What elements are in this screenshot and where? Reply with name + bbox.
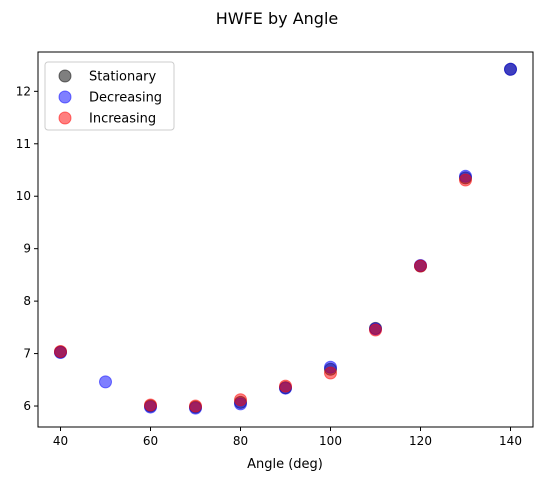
series-increasing xyxy=(54,173,472,413)
data-points xyxy=(54,62,517,415)
legend: Stationary Decreasing Increasing xyxy=(44,61,175,131)
legend-marker xyxy=(58,111,72,125)
legend-marker xyxy=(58,69,72,83)
y-tick-label: 6 xyxy=(23,399,31,413)
legend-label: Stationary xyxy=(89,70,157,85)
x-tick-label: 40 xyxy=(53,434,68,448)
x-tick-label: 60 xyxy=(143,434,158,448)
legend-label: Decreasing xyxy=(89,91,162,106)
x-tick-label: 140 xyxy=(499,434,522,448)
x-tick-label: 120 xyxy=(409,434,432,448)
y-tick-label: 11 xyxy=(16,137,31,151)
legend-marker xyxy=(58,90,72,104)
data-point xyxy=(369,323,382,337)
legend-box xyxy=(44,61,175,131)
y-tick-label: 8 xyxy=(23,294,31,308)
x-tick-label: 80 xyxy=(233,434,248,448)
data-point xyxy=(324,366,337,380)
data-point xyxy=(459,173,472,187)
data-point xyxy=(234,393,247,407)
chart-title: HWFE by Angle xyxy=(216,9,339,28)
x-tick-label: 100 xyxy=(319,434,342,448)
legend-label: Increasing xyxy=(89,112,156,127)
data-point xyxy=(99,375,112,389)
plot-frame xyxy=(37,51,534,428)
data-point xyxy=(189,399,202,413)
y-tick-label: 9 xyxy=(23,242,31,256)
y-tick-label: 12 xyxy=(16,84,31,98)
y-axis: 6 7 8 9 10 11 12 xyxy=(16,84,38,413)
x-axis-label: Angle (deg) xyxy=(247,457,323,472)
x-axis: 40 60 80 100 120 140 xyxy=(53,427,522,448)
y-tick-label: 7 xyxy=(23,347,31,361)
data-point xyxy=(144,398,157,412)
data-point xyxy=(54,344,67,358)
y-tick-label: 10 xyxy=(16,189,31,203)
data-point xyxy=(279,379,292,393)
data-point xyxy=(414,259,427,273)
data-point xyxy=(504,62,517,76)
plot-area xyxy=(37,51,534,428)
